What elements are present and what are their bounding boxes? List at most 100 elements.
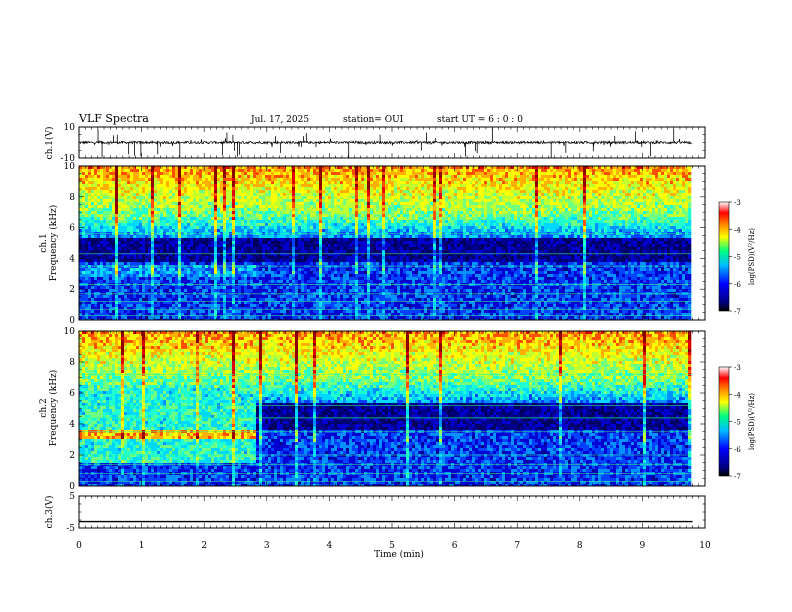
spectrogram-cell bbox=[223, 310, 227, 314]
spectrogram-cell bbox=[157, 196, 161, 200]
spectrogram-cell bbox=[271, 184, 275, 188]
spectrogram-cell bbox=[271, 259, 275, 263]
spectrogram-cell bbox=[349, 316, 353, 320]
spectrogram-cell bbox=[85, 271, 89, 275]
spectrogram-cell bbox=[337, 214, 341, 218]
spectrogram-cell bbox=[139, 187, 143, 191]
spectrogram-cell bbox=[268, 205, 272, 209]
spectrogram-cell bbox=[121, 250, 125, 254]
spectrogram-cell bbox=[184, 250, 188, 254]
spectrogram-cell bbox=[313, 298, 317, 302]
spectrogram-cell bbox=[142, 238, 146, 242]
spectrogram-cell bbox=[178, 193, 182, 197]
spectrogram-cell bbox=[100, 289, 104, 293]
spectrogram-cell bbox=[214, 271, 218, 275]
spectrogram-cell bbox=[250, 166, 254, 170]
spectrogram-cell bbox=[109, 304, 113, 308]
spectrogram-cell bbox=[118, 193, 122, 197]
spectrogram-cell bbox=[106, 301, 110, 305]
spectrogram-cell bbox=[259, 184, 263, 188]
spectrogram-cell bbox=[208, 277, 212, 281]
spectrogram-cell bbox=[169, 202, 173, 206]
spectrogram-cell bbox=[313, 175, 317, 179]
spectrogram-cell bbox=[136, 271, 140, 275]
spectrogram-cell bbox=[286, 169, 290, 173]
spectrogram-cell bbox=[244, 238, 248, 242]
spectrogram-cell bbox=[154, 175, 158, 179]
spectrogram-cell bbox=[265, 247, 269, 251]
spectrogram-cell bbox=[181, 268, 185, 272]
spectrogram-cell bbox=[142, 280, 146, 284]
spectrogram-cell bbox=[301, 247, 305, 251]
spectrogram-cell bbox=[217, 229, 221, 233]
spectrogram-cell bbox=[244, 193, 248, 197]
spectrogram-cell bbox=[283, 277, 287, 281]
spectrogram-cell bbox=[256, 184, 260, 188]
spectrogram-cell bbox=[277, 166, 281, 170]
spectrogram-cell bbox=[352, 175, 356, 179]
spectrogram-cell bbox=[208, 307, 212, 311]
spectrogram-cell bbox=[88, 274, 92, 278]
spectrogram-cell bbox=[85, 274, 89, 278]
spectrogram-cell bbox=[247, 166, 251, 170]
spectrogram-cell bbox=[88, 310, 92, 314]
spectrogram-cell bbox=[286, 196, 290, 200]
spectrogram-cell bbox=[301, 262, 305, 266]
spectrogram-cell bbox=[142, 298, 146, 302]
spectrogram-cell bbox=[130, 166, 134, 170]
spectrogram-cell bbox=[202, 226, 206, 230]
spectrogram-cell bbox=[271, 289, 275, 293]
spectrogram-cell bbox=[97, 301, 101, 305]
spectrogram-cell bbox=[97, 250, 101, 254]
spectrogram-cell bbox=[193, 253, 197, 257]
spectrogram-cell bbox=[172, 250, 176, 254]
spectrogram-cell bbox=[334, 244, 338, 248]
spectrogram-cell bbox=[103, 202, 107, 206]
spectrogram-cell bbox=[247, 313, 251, 317]
spectrogram-cell bbox=[307, 256, 311, 260]
spectrogram-cell bbox=[163, 166, 167, 170]
spectrogram-cell bbox=[148, 274, 152, 278]
spectrogram-cell bbox=[340, 190, 344, 194]
spectrogram-cell bbox=[199, 271, 203, 275]
spectrogram-cell bbox=[301, 265, 305, 269]
spectrogram-cell bbox=[103, 250, 107, 254]
spectrogram-cell bbox=[154, 229, 158, 233]
spectrogram-cell bbox=[310, 268, 314, 272]
spectrogram-cell bbox=[184, 244, 188, 248]
spectrogram-cell bbox=[220, 265, 224, 269]
spectrogram-cell bbox=[262, 256, 266, 260]
spectrogram-cell bbox=[139, 250, 143, 254]
spectrogram-cell bbox=[295, 289, 299, 293]
spectrogram-cell bbox=[199, 301, 203, 305]
spectrogram-cell bbox=[223, 199, 227, 203]
spectrogram-cell bbox=[265, 178, 269, 182]
spectrogram-cell bbox=[79, 169, 83, 173]
spectrogram-cell bbox=[343, 262, 347, 266]
spectrogram-cell bbox=[85, 244, 89, 248]
spectrogram-cell bbox=[322, 181, 326, 185]
spectrogram-cell bbox=[265, 310, 269, 314]
spectrogram-cell bbox=[325, 172, 329, 176]
spectrogram-cell bbox=[133, 202, 137, 206]
spectrogram-cell bbox=[229, 184, 233, 188]
spectrogram-cell bbox=[97, 271, 101, 275]
spectrogram-cell bbox=[196, 223, 200, 227]
spectrogram-cell bbox=[118, 211, 122, 215]
spectrogram-cell bbox=[235, 259, 239, 263]
spectrogram-cell bbox=[238, 307, 242, 311]
spectrogram-cell bbox=[295, 250, 299, 254]
spectrogram-cell bbox=[253, 169, 257, 173]
spectrogram-cell bbox=[187, 319, 191, 320]
spectrogram-cell bbox=[178, 310, 182, 314]
spectrogram-cell bbox=[124, 271, 128, 275]
spectrogram-cell bbox=[205, 175, 209, 179]
spectrogram-cell bbox=[226, 202, 230, 206]
spectrogram-cell bbox=[178, 268, 182, 272]
spectrogram-cell bbox=[106, 175, 110, 179]
spectrogram-cell bbox=[187, 253, 191, 257]
spectrogram-cell bbox=[340, 187, 344, 191]
spectrogram-cell bbox=[310, 316, 314, 320]
spectrogram-cell bbox=[142, 172, 146, 176]
spectrogram-cell bbox=[292, 253, 296, 257]
